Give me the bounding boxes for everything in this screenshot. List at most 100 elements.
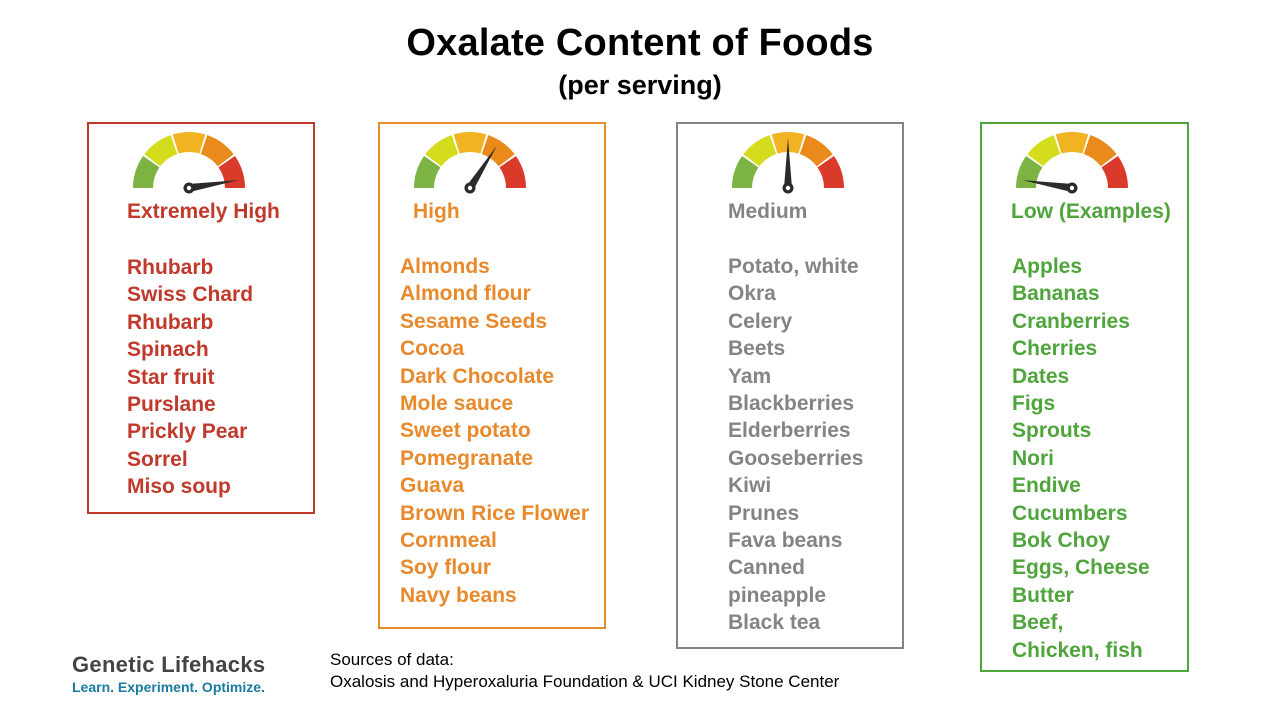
food-item: Fava beans xyxy=(728,529,843,553)
gauge-segment xyxy=(218,155,245,188)
food-item: Endive xyxy=(1012,474,1081,498)
food-item: Sesame Seeds xyxy=(400,309,548,333)
category-label: High xyxy=(413,200,460,223)
category-label: Extremely High xyxy=(127,200,280,223)
gauge-segment xyxy=(200,135,234,167)
gauge-needle xyxy=(188,180,239,192)
food-list: Potato, white Okra Celery Beets Yam Blac… xyxy=(728,253,863,637)
category-label: Low (Examples) xyxy=(1011,200,1171,223)
gauge-segment xyxy=(732,155,759,188)
panel-high: High Almonds Almond flour Sesame Seeds C… xyxy=(378,122,606,629)
category-label: Medium xyxy=(728,200,808,223)
gauge-segment xyxy=(481,135,515,167)
food-list: Almonds Almond flour Sesame Seeds Cocoa … xyxy=(400,253,589,609)
gauge-icon xyxy=(410,128,530,198)
food-item: Apples xyxy=(1012,255,1083,278)
food-item: Rhubarb xyxy=(127,256,214,279)
gauge-hub-center xyxy=(1069,185,1075,191)
food-item: Kiwi xyxy=(728,474,772,498)
food-item: Rhubarb xyxy=(127,310,214,334)
food-item: Cocoa xyxy=(400,337,465,361)
gauge-needle xyxy=(1022,180,1073,192)
gauge-segment xyxy=(1055,132,1089,154)
logo-name: Genetic Lifehacks xyxy=(72,652,266,677)
gauge-segment xyxy=(425,135,459,167)
sources-note: Sources of data: Oxalosis and Hyperoxalu… xyxy=(330,649,839,693)
food-item: Pomegranate xyxy=(400,446,534,470)
food-item: Nori xyxy=(1012,446,1054,470)
gauge-segment xyxy=(1083,135,1117,167)
food-item: Prickly Pear xyxy=(127,420,248,444)
food-item: Bok Choy xyxy=(1012,529,1111,553)
food-item: Star fruit xyxy=(127,365,215,389)
food-item: Almond flour xyxy=(400,282,531,306)
food-item: Spinach xyxy=(127,338,209,362)
sources-text: Oxalosis and Hyperoxaluria Foundation & … xyxy=(330,672,840,691)
food-item: Sprouts xyxy=(1012,419,1092,443)
gauge-segment xyxy=(133,155,160,188)
food-item: Cornmeal xyxy=(400,529,497,553)
food-item: Guava xyxy=(400,474,465,498)
gauge-segment xyxy=(172,132,206,154)
food-item: pineapple xyxy=(728,583,827,607)
gauge-segment xyxy=(1101,155,1128,188)
gauge-segment xyxy=(499,155,526,188)
food-item: Yam xyxy=(728,364,772,388)
food-item: Blackberries xyxy=(728,392,855,416)
gauge-segment xyxy=(1027,135,1061,167)
panel-extremely-high: Extremely High Rhubarb Swiss Chard Rhuba… xyxy=(87,122,315,514)
food-item: Potato, white xyxy=(728,255,859,278)
gauge-icon-graphic xyxy=(1016,132,1128,194)
food-item: Canned xyxy=(728,556,806,580)
gauge-segment xyxy=(743,135,777,167)
food-item: Miso soup xyxy=(127,475,231,499)
panel-medium: Medium Potato, white Okra Celery Beets Y… xyxy=(676,122,904,649)
gauge-needle xyxy=(466,145,497,191)
food-item: Swiss Chard xyxy=(127,283,254,307)
food-list: Apples Bananas Cranberries Cherries Date… xyxy=(1012,253,1150,664)
gauge-icon xyxy=(129,128,249,198)
gauge-hub-center xyxy=(467,185,473,191)
food-item: Black tea xyxy=(728,611,821,635)
food-item: Beef, xyxy=(1012,611,1064,635)
food-item: Butter xyxy=(1012,583,1074,607)
food-item: Gooseberries xyxy=(728,446,864,470)
gauge-segment xyxy=(817,155,844,188)
gauge-needle xyxy=(784,138,792,188)
food-item: Navy beans xyxy=(400,583,517,607)
food-list: Rhubarb Swiss Chard Rhubarb Spinach Star… xyxy=(127,254,253,501)
gauge-segment xyxy=(144,135,178,167)
food-item: Soy flour xyxy=(400,556,492,580)
food-item: Cherries xyxy=(1012,337,1098,361)
food-item: Dates xyxy=(1012,364,1070,388)
food-item: Sorrel xyxy=(127,447,188,471)
food-item: Okra xyxy=(728,282,776,306)
page-title: Oxalate Content of Foods xyxy=(406,22,874,64)
food-item: Celery xyxy=(728,309,793,333)
gauge-segment xyxy=(414,155,441,188)
gauge-hub-center xyxy=(785,185,791,191)
gauge-icon-graphic xyxy=(414,132,526,194)
gauge-hub-center xyxy=(186,185,192,191)
food-item: Mole sauce xyxy=(400,392,514,416)
food-item: Prunes xyxy=(728,501,800,525)
gauge-segment xyxy=(1016,155,1043,188)
food-item: Elderberries xyxy=(728,419,851,443)
logo: Genetic Lifehacks Learn. Experiment. Opt… xyxy=(72,652,302,695)
food-item: Almonds xyxy=(400,255,490,278)
food-item: Beets xyxy=(728,337,786,361)
gauge-icon xyxy=(1012,128,1132,198)
logo-tagline: Learn. Experiment. Optimize. xyxy=(72,679,265,695)
food-item: Purslane xyxy=(127,393,216,417)
gauge-icon-graphic xyxy=(133,132,245,194)
gauge-icon xyxy=(728,128,848,198)
page-subtitle: (per serving) xyxy=(558,70,722,100)
food-item: Sweet potato xyxy=(400,419,531,443)
food-item: Brown Rice Flower xyxy=(400,501,590,525)
food-item: Dark Chocolate xyxy=(400,364,555,388)
sources-heading: Sources of data: xyxy=(330,650,454,669)
food-item: Bananas xyxy=(1012,282,1100,306)
gauge-segment xyxy=(799,135,833,167)
food-item: Cranberries xyxy=(1012,309,1130,333)
food-item: Chicken, fish xyxy=(1012,638,1143,662)
